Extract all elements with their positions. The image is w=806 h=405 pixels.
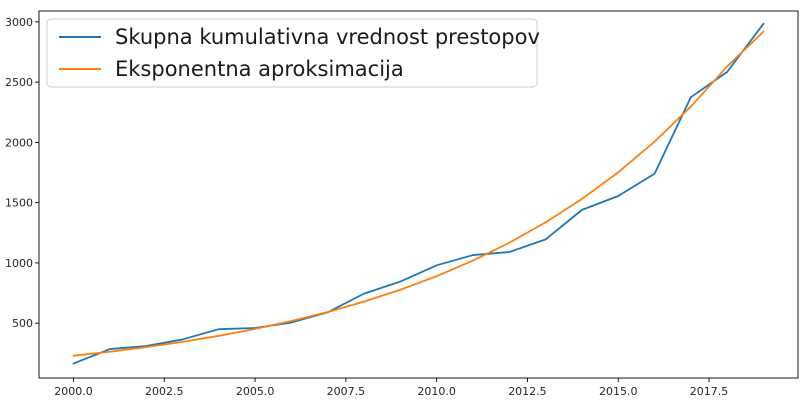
- x-tick-label: 2000.0: [54, 385, 93, 398]
- legend-label-series-2: Eksponentna aproksimacija: [115, 57, 404, 81]
- x-tick-label: 2005.0: [236, 385, 275, 398]
- y-tick-label: 500: [12, 317, 33, 330]
- y-tick-label: 1000: [5, 257, 33, 270]
- y-tick-label: 3000: [5, 16, 33, 29]
- x-tick-label: 2007.5: [327, 385, 366, 398]
- y-tick-label: 1500: [5, 197, 33, 210]
- x-axis: 2000.0 2002.5 2005.0 2007.5 2010.0 2012.5 2015…: [54, 378, 728, 398]
- series-line-1: [72, 22, 765, 365]
- x-tick-label: 2015.0: [599, 385, 638, 398]
- legend: Skupna kumulativna vrednost prestopov Ek…: [46, 18, 540, 88]
- y-axis: 500 1000 1500 2000 2500 3000: [5, 16, 39, 330]
- legend-label-series-1: Skupna kumulativna vrednost prestopov: [115, 25, 540, 49]
- x-tick-label: 2010.0: [417, 385, 456, 398]
- x-tick-label: 2012.5: [508, 385, 547, 398]
- plot-frame: [38, 10, 799, 379]
- y-tick-label: 2000: [5, 136, 33, 149]
- series-layer: [72, 22, 765, 365]
- legend-box: [46, 18, 538, 88]
- y-tick-label: 2500: [5, 76, 33, 89]
- x-tick-label: 2017.5: [690, 385, 729, 398]
- x-tick-label: 2002.5: [145, 385, 184, 398]
- series-line-2: [72, 30, 765, 357]
